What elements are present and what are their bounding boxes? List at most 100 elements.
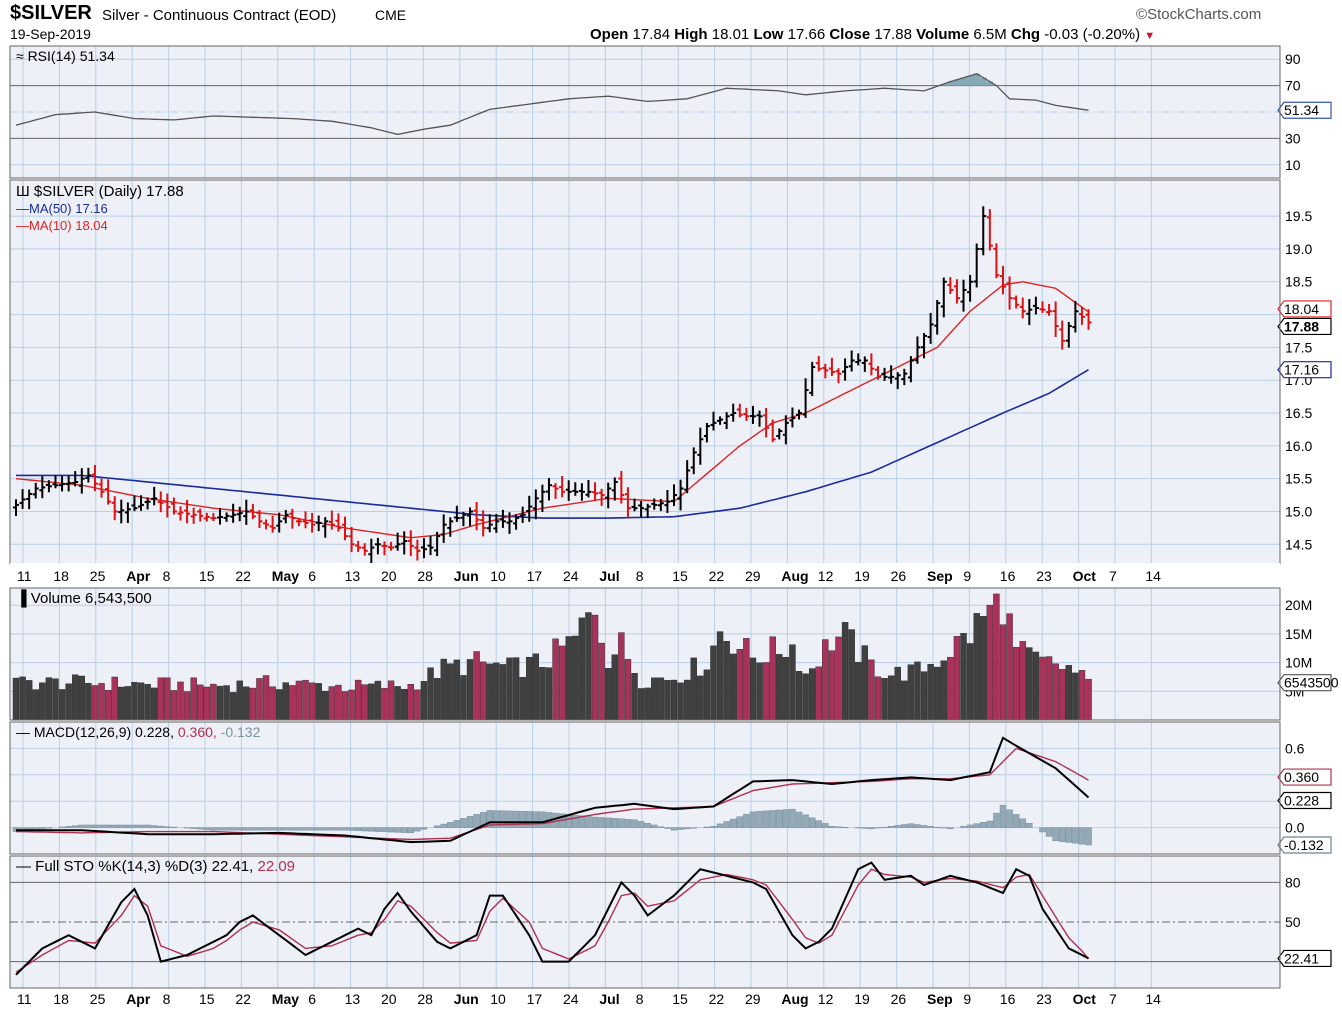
x-axis-bottom-tick: 28 <box>417 991 433 1007</box>
ohlc-bar <box>822 363 829 379</box>
histogram-bar <box>414 827 421 832</box>
ohlc-bar <box>888 365 895 384</box>
volume-bar <box>440 658 447 721</box>
x-axis-bottom-tick: 13 <box>345 991 361 1007</box>
x-axis-top: 11 18 25 Apr 8 15 22 May 6 13 20 28 Jun 10 17 24 Jul 8 15 2… <box>10 563 1280 585</box>
volume-bar <box>1019 641 1026 721</box>
rsi-y-tick: 70 <box>1285 78 1301 94</box>
x-axis-top-tick: 18 <box>53 568 69 584</box>
ohlc-bar <box>144 497 151 510</box>
volume-bar <box>887 675 895 721</box>
x-axis-top-tick: 23 <box>1036 568 1052 584</box>
ohlc-bar <box>453 505 460 522</box>
high-value: 18.01 <box>711 26 750 43</box>
open-label: Open <box>590 26 629 43</box>
histogram-bar <box>65 826 72 828</box>
volume-bar <box>499 664 507 721</box>
close-badge: 17.88 <box>1277 317 1332 336</box>
ohlc-bar <box>789 407 796 428</box>
brand-logo[interactable]: ©StockCharts.com <box>1136 6 1261 23</box>
ohlc-bar <box>638 501 645 517</box>
histogram-bar <box>1039 827 1046 833</box>
price-panel: Ш $SILVER (Daily) 17.88—MA(50) 17.16 —MA(… <box>9 179 1332 565</box>
ohlc-bar <box>256 510 263 529</box>
ohlc-bar <box>486 514 493 533</box>
ohlc-bar <box>703 422 710 443</box>
volume-bar <box>532 653 540 721</box>
volume-bar <box>72 674 79 721</box>
volume-bar <box>269 686 276 721</box>
ohlc-bar <box>947 277 954 295</box>
ohlc-bar <box>72 471 79 487</box>
histogram-bar <box>493 810 500 828</box>
histogram-bar <box>1012 814 1020 828</box>
ohlc-bar <box>874 366 881 380</box>
volume-legend: ▐ Volume 6,543,500 <box>16 589 152 608</box>
histogram-bar <box>216 827 224 831</box>
histogram-bar <box>137 824 145 828</box>
rsi-y-tick: 30 <box>1285 130 1301 146</box>
volume-bar <box>361 684 368 721</box>
price-y-tick: 16.5 <box>1285 405 1312 421</box>
histogram-bar <box>980 822 987 828</box>
macd-value-badge-shape <box>1277 791 1332 810</box>
volume-bar <box>322 690 329 721</box>
volume-bar <box>749 657 757 721</box>
volume-bar <box>545 667 553 721</box>
x-axis-top-tick: Sep <box>927 568 953 584</box>
volume-bar <box>861 645 869 721</box>
ohlc-bar <box>927 312 934 344</box>
histogram-bar <box>776 809 783 828</box>
ohlc-bar <box>914 336 921 364</box>
histogram-bar <box>401 827 408 833</box>
x-axis-bottom-tick: Sep <box>927 991 953 1007</box>
ohlc-bar <box>289 508 296 529</box>
histogram-bar <box>1078 827 1086 845</box>
histogram-bar <box>947 827 954 830</box>
ohlc-bar <box>414 539 421 561</box>
volume-badge: 6543500 <box>1277 674 1339 692</box>
volume-bar <box>822 639 829 721</box>
x-axis-bottom-tick: 24 <box>563 991 579 1007</box>
ohlc-bar <box>368 538 375 565</box>
ohlc-bar <box>565 480 572 501</box>
stoch-y-tick: 50 <box>1285 914 1301 930</box>
instrument-name: Silver - Continuous Contract (EOD) <box>102 7 337 24</box>
ohlc-bar <box>677 479 684 511</box>
ohlc-bar <box>697 427 704 465</box>
histogram-bar <box>644 823 651 828</box>
histogram-bar <box>578 815 586 828</box>
volume-bar <box>1085 678 1092 721</box>
ohlc-bar <box>953 279 960 304</box>
ohlc-bar <box>170 497 177 515</box>
ohlc-bar <box>881 367 888 381</box>
volume-bar <box>552 638 559 721</box>
ohlc-bar <box>420 538 427 559</box>
ohlc-bar <box>861 356 868 372</box>
x-axis-top-tick: 24 <box>563 568 579 584</box>
volume-bar <box>12 677 20 721</box>
histogram-bar <box>914 824 921 828</box>
x-axis-top-tick: 28 <box>417 568 433 584</box>
ohlc-bar <box>940 277 947 318</box>
volume-bar <box>578 617 586 721</box>
volume-bar <box>25 680 33 721</box>
histogram-bar <box>1045 827 1053 837</box>
x-axis-top-tick: 6 <box>308 568 316 584</box>
ohlc-bar <box>598 488 605 506</box>
histogram-bar <box>716 823 724 828</box>
histogram-bar <box>749 811 757 828</box>
volume-bar <box>262 675 270 721</box>
ohlc-bar <box>717 416 724 425</box>
histogram-bar <box>144 824 151 828</box>
x-axis-top-tick: 11 <box>17 568 32 584</box>
x-axis-bottom-bg <box>10 986 1280 1008</box>
stoch-k-line <box>15 861 1089 976</box>
macd-frame <box>9 721 1281 855</box>
volume-bar <box>111 676 118 721</box>
histogram-bar <box>315 827 322 831</box>
volume-bar <box>210 683 217 721</box>
histogram-bar <box>348 827 355 831</box>
volume-label: Volume <box>916 26 970 43</box>
